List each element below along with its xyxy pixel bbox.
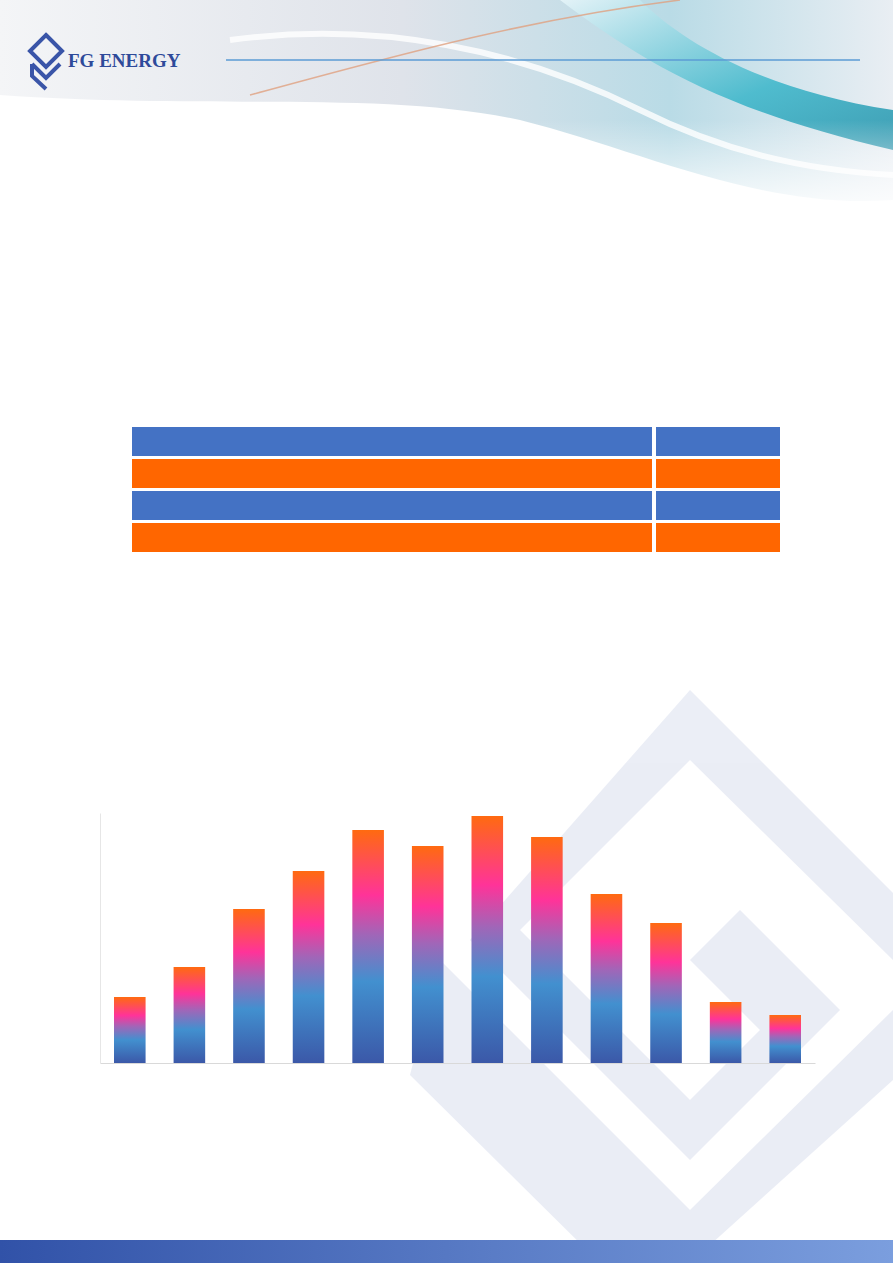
logo <box>30 35 62 89</box>
table-cell <box>132 523 652 552</box>
logo-shape <box>30 35 62 67</box>
watermark <box>410 690 893 1263</box>
bar <box>114 997 146 1063</box>
header: FG ENERGY <box>0 0 893 220</box>
bar <box>591 894 623 1063</box>
header-rule <box>226 59 860 61</box>
bar <box>472 816 504 1063</box>
header-swirl <box>250 0 680 95</box>
brand-name: FG ENERGY <box>68 50 181 71</box>
bar <box>174 967 206 1063</box>
bar <box>352 830 384 1063</box>
bar <box>650 923 682 1063</box>
chart <box>101 814 816 1064</box>
x-axis <box>101 1063 816 1065</box>
table-cell <box>656 459 780 488</box>
table-cell <box>656 427 780 456</box>
header-fade <box>0 120 893 220</box>
table <box>132 427 780 552</box>
bar <box>233 909 265 1063</box>
table-cell <box>656 491 780 520</box>
bar <box>293 871 325 1063</box>
table-cell <box>132 459 652 488</box>
bar <box>531 837 563 1063</box>
table-cell <box>132 491 652 520</box>
bar <box>710 1002 742 1063</box>
logo-shape <box>32 64 60 89</box>
bars <box>114 816 801 1063</box>
y-axis-line <box>100 814 101 1064</box>
table-cell <box>132 427 652 456</box>
table-cell <box>656 523 780 552</box>
footer-bar <box>0 1240 893 1263</box>
x-axis-line <box>101 1063 816 1064</box>
bar <box>412 846 444 1063</box>
page: FG ENERGY <box>0 0 893 1263</box>
bar <box>769 1015 801 1063</box>
y-axis <box>100 814 101 1064</box>
